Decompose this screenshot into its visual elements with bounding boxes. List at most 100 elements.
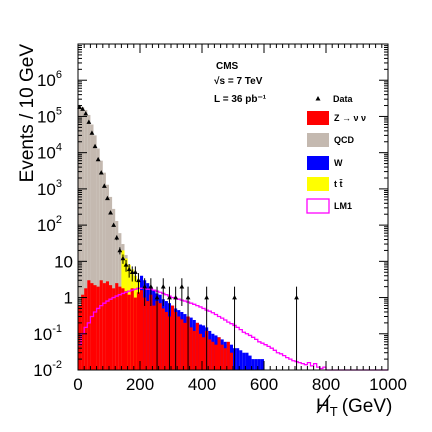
bar-znn	[78, 305, 82, 370]
bar-znn	[171, 305, 175, 370]
bar-znn	[115, 283, 119, 370]
legend-marker-data	[315, 96, 321, 101]
y-tick-label-base: 10	[37, 107, 56, 126]
data-point	[111, 222, 117, 227]
y-tick-label-exponent: -1	[52, 323, 62, 335]
data-point	[117, 247, 123, 253]
legend-swatch-qcd	[307, 133, 329, 147]
bar-w	[242, 352, 246, 370]
bar-znn	[96, 286, 100, 370]
x-axis-title-symbol: H	[316, 396, 330, 417]
bar-znn	[202, 337, 206, 370]
data-point	[123, 262, 129, 267]
bar-znn	[130, 288, 134, 370]
data-point	[179, 284, 185, 289]
y-tick-label-base: 10	[37, 216, 56, 235]
data-layer	[77, 104, 299, 370]
bar-w	[239, 350, 243, 370]
x-tick-label: 1000	[369, 375, 407, 394]
data-point	[132, 269, 138, 275]
bar-znn	[84, 288, 88, 370]
bar-znn	[99, 280, 103, 370]
bar-qcd	[105, 184, 109, 370]
y-tick-label-base: 10	[37, 144, 56, 163]
legend-label-w: W	[334, 158, 343, 168]
bar-w	[251, 359, 255, 370]
bar-znn	[109, 285, 113, 370]
y-tick-label: 102	[37, 214, 62, 235]
y-tick-label: 104	[37, 142, 62, 163]
bar-znn	[183, 322, 187, 370]
data-point	[173, 294, 179, 300]
y-tick-label-base: 10	[54, 252, 73, 271]
y-tick-label-exponent: 3	[56, 178, 62, 190]
bar-znn	[136, 292, 140, 370]
bar-znn	[220, 344, 224, 370]
bar-znn	[192, 330, 196, 370]
y-tick-label-exponent: -2	[52, 359, 62, 371]
bar-znn	[124, 291, 128, 370]
bar-qcd	[84, 110, 88, 370]
bar-znn	[133, 297, 137, 370]
bar-qcd	[99, 160, 103, 370]
lm1-layer	[78, 287, 388, 371]
bar-qcd	[96, 148, 100, 370]
bar-znn	[161, 308, 165, 370]
tick-labels: 0 200 400 600 800 100010-210-1110102103104105…	[33, 69, 407, 394]
bar-qcd	[78, 105, 82, 370]
legend-swatch-t-t	[307, 177, 329, 191]
bar-qcd	[81, 107, 85, 370]
x-tick-label: 400	[188, 375, 216, 394]
data-point	[136, 277, 141, 283]
y-tick-label: 106	[37, 69, 62, 90]
bar-znn	[223, 348, 227, 370]
y-tick-label-exponent: 5	[56, 105, 62, 117]
legend-label-t-t: t t̄	[334, 179, 343, 189]
bar-znn	[143, 297, 147, 370]
x-tick-label: 0	[73, 375, 82, 394]
legend-label-z: Z → ν ν	[334, 113, 366, 123]
legend-label-qcd: QCD	[334, 135, 355, 145]
data-point	[101, 183, 107, 188]
legend-swatch-z	[307, 111, 329, 125]
bar-znn	[208, 339, 212, 370]
bar-znn	[127, 294, 131, 370]
bar-w	[248, 355, 252, 370]
data-point	[114, 235, 120, 240]
bar-znn	[105, 281, 109, 370]
legend-label-lm1: LM1	[334, 201, 352, 211]
info-block: CMS √s = 7 TeV L = 36 pb⁻¹	[214, 61, 267, 105]
data-point	[86, 119, 92, 124]
data-point	[148, 284, 154, 289]
bar-znn	[93, 285, 97, 370]
legend: Data Z → ν ν QCD Wt t̄ LM1	[306, 94, 366, 214]
bar-znn	[226, 341, 230, 370]
y-tick-label-base: 1	[64, 289, 73, 308]
bar-znn	[118, 286, 122, 370]
svg-text:HT(GeV): HT (GeV)	[316, 396, 392, 419]
y-tick-label: 1	[64, 289, 73, 308]
y-tick-label: 105	[37, 105, 62, 126]
y-tick-label-exponent: 6	[56, 69, 62, 81]
legend-swatch-w	[307, 156, 329, 170]
bar-znn	[211, 341, 215, 370]
bar-znn	[158, 303, 162, 370]
info-lumi: L = 36 pb⁻¹	[214, 94, 267, 105]
y-tick-label-base: 10	[33, 361, 52, 380]
data-point	[92, 143, 98, 149]
data-point	[129, 269, 135, 275]
bar-znn	[90, 283, 94, 370]
data-point	[204, 294, 210, 300]
ticks-layer	[77, 44, 389, 371]
data-point	[80, 106, 86, 111]
x-tick-label: 800	[312, 375, 340, 394]
bar-znn	[149, 294, 153, 370]
x-tick-label: 600	[250, 375, 278, 394]
bar-qcd	[90, 124, 94, 370]
bar-znn	[217, 337, 221, 370]
data-point	[120, 255, 126, 261]
data-point	[294, 294, 299, 300]
y-tick-label-base: 10	[33, 325, 52, 344]
legend-swatch-lm1	[306, 198, 330, 214]
